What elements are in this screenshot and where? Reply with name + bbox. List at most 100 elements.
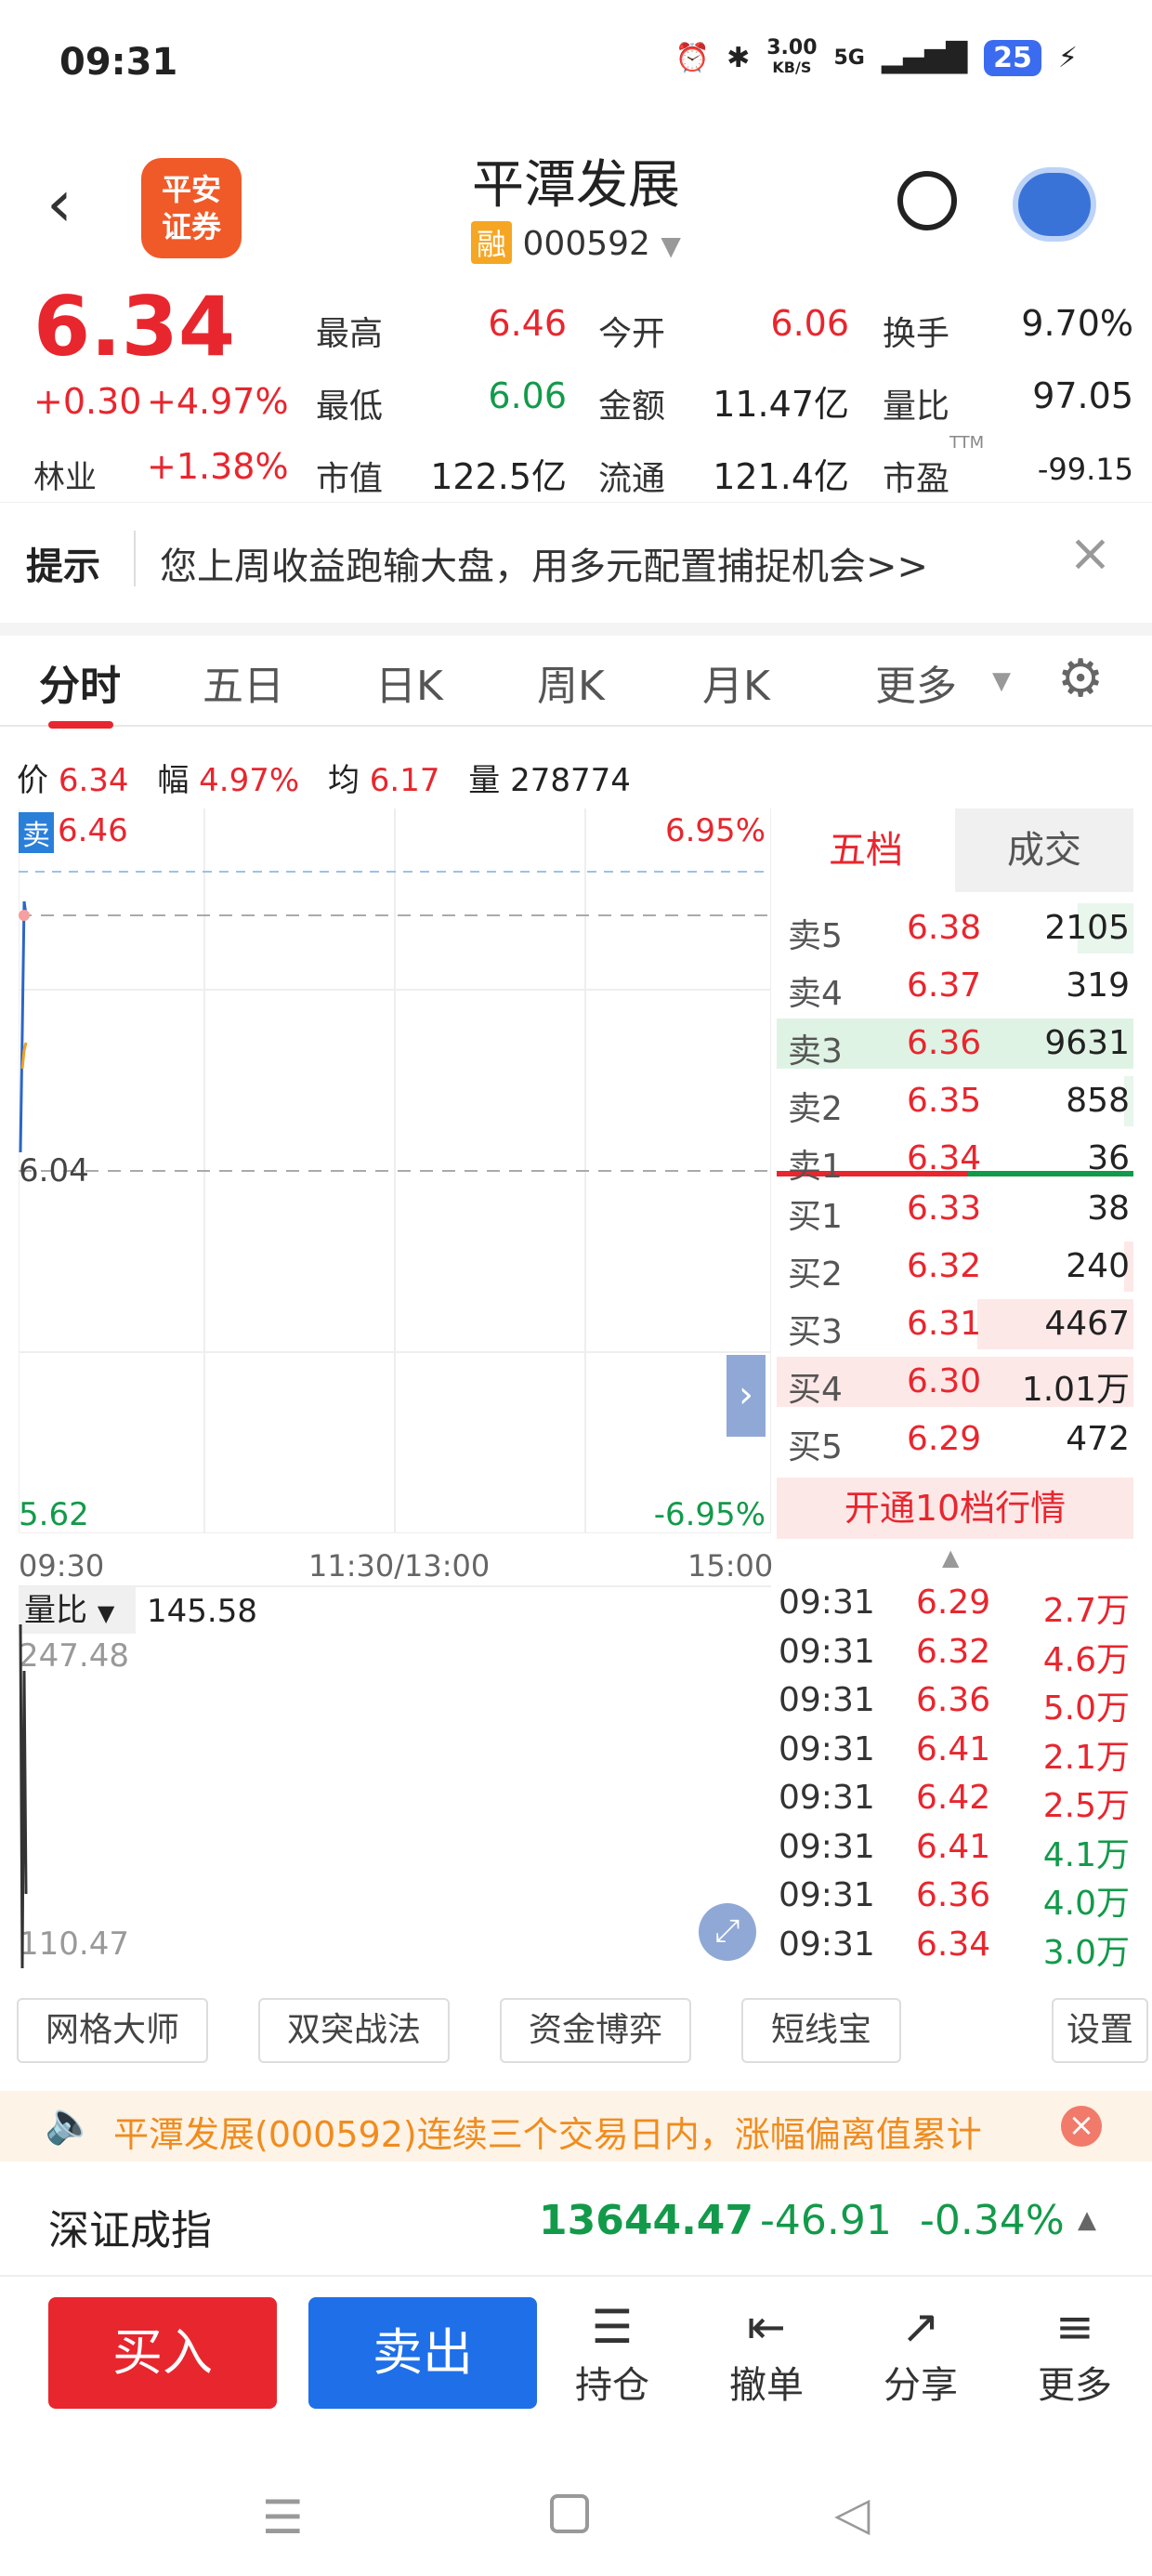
signal-icon: ▂▄▆█: [881, 42, 968, 74]
high-value: 6.46: [488, 303, 567, 344]
back-icon[interactable]: ‹: [46, 165, 72, 242]
ask-price: 6.34: [907, 1139, 982, 1177]
pe-ttm-label: TTM: [949, 433, 985, 453]
broker-logo[interactable]: 平安 证券: [141, 158, 242, 258]
trade-row: 09:31 6.29 2.7万: [777, 1580, 1133, 1630]
battery-icon: 25: [984, 40, 1041, 76]
share-label: 分享: [884, 2364, 958, 2407]
chart-prev-close: 6.04: [19, 1152, 89, 1189]
trade-row: 09:31 6.34 3.0万: [777, 1922, 1133, 1972]
margin-badge: 融: [471, 221, 513, 264]
bid-label: 买5: [788, 1428, 843, 1466]
ask-volume-bar: [1124, 1076, 1133, 1126]
tab-five-day[interactable]: 五日: [203, 663, 284, 710]
trade-row: 09:31 6.36 5.0万: [777, 1677, 1133, 1728]
volume-ratio-chart[interactable]: 量比 ▼ 145.58 247.48 110.47 ⤢: [19, 1585, 771, 1976]
sector-label[interactable]: 林业: [33, 459, 97, 496]
tab-more[interactable]: 更多: [875, 663, 957, 710]
expand-panel-icon[interactable]: ›: [727, 1355, 766, 1437]
status-bar: 09:31 ⏰ ✱ 3.00 KB/S 5G ▂▄▆█ 25 ⚡: [0, 0, 1152, 130]
cancel-order-icon: ⇤: [747, 2300, 786, 2354]
tool-short-line[interactable]: 短线宝: [741, 1998, 901, 2063]
gear-icon[interactable]: ⚙: [1057, 649, 1105, 709]
cancel-order-button[interactable]: ⇤ 撤单: [715, 2299, 818, 2409]
trade-volume: 4.1万: [1042, 1835, 1130, 1874]
buy-button[interactable]: 买入: [48, 2297, 277, 2409]
trade-volume: 2.7万: [1042, 1592, 1130, 1630]
ask-row[interactable]: 卖3 6.36 9631: [777, 1015, 1133, 1072]
bid-row[interactable]: 买4 6.30 1.01万: [777, 1353, 1133, 1411]
bid-row[interactable]: 买5 6.29 472: [777, 1411, 1133, 1468]
tip-text[interactable]: 您上周收益跑输大盘，用多元配置捕捉机会>>: [160, 545, 929, 588]
signal-type: 5G: [833, 46, 865, 70]
bid-row[interactable]: 买1 6.33 38: [777, 1180, 1133, 1238]
tool-settings[interactable]: 设置: [1052, 1998, 1148, 2063]
home-nav-icon[interactable]: [550, 2494, 589, 2533]
bid-price: 6.32: [907, 1247, 982, 1285]
ask-row[interactable]: 卖4 6.37 319: [777, 957, 1133, 1015]
avg-price-line: [20, 1042, 28, 1070]
indicator-name: 量比: [24, 1592, 87, 1629]
back-nav-icon[interactable]: ◁: [834, 2487, 871, 2541]
tab-five-level[interactable]: 五档: [829, 829, 903, 872]
speaker-icon: 🔈: [45, 2099, 96, 2147]
bid-row[interactable]: 买3 6.31 4467: [777, 1295, 1133, 1353]
stock-code-selector[interactable]: 融 000592 ▼: [0, 221, 1152, 264]
tab-intraday[interactable]: 分时: [39, 663, 121, 710]
trade-time: 09:31: [779, 1779, 875, 1817]
bid-volume-bar: [1124, 1242, 1133, 1292]
expand-up-icon[interactable]: ▲: [1078, 2206, 1096, 2234]
share-icon: ↗: [901, 2300, 940, 2354]
risk-notice[interactable]: 🔈 平潭发展(000592)连续三个交易日内，涨幅偏离值累计 ×: [0, 2091, 1152, 2162]
holdings-button[interactable]: ☰ 持仓: [561, 2299, 663, 2409]
index-change: -46.91: [760, 2197, 892, 2244]
ask-price: 6.36: [907, 1024, 982, 1062]
sell-button[interactable]: 卖出: [308, 2297, 537, 2409]
tab-daily-k[interactable]: 日K: [375, 663, 443, 710]
indicator-value: 145.58: [147, 1593, 257, 1630]
ask-label: 卖4: [788, 975, 843, 1013]
upgrade-button[interactable]: 开通10档行情: [777, 1478, 1133, 1539]
robot-assistant-icon[interactable]: [1013, 167, 1096, 242]
share-button[interactable]: ↗ 分享: [870, 2299, 972, 2409]
search-icon[interactable]: [897, 171, 957, 230]
notice-close-icon[interactable]: ×: [1061, 2106, 1102, 2147]
bid-volume: 38: [1087, 1189, 1130, 1228]
bid-label: 买4: [788, 1371, 843, 1409]
more-button[interactable]: ≡ 更多: [1024, 2299, 1126, 2409]
chevron-down-icon: ▼: [661, 230, 681, 261]
tool-double-breakout[interactable]: 双突战法: [258, 1998, 450, 2063]
trade-time: 09:31: [779, 1925, 875, 1964]
ask-bar: [777, 1171, 968, 1176]
index-value: 13644.47: [539, 2197, 754, 2244]
tab-weekly-k[interactable]: 周K: [537, 663, 605, 710]
close-icon[interactable]: ×: [1068, 523, 1112, 584]
trade-time: 09:31: [779, 1632, 875, 1671]
bottom-toolbar: 买入 卖出 ☰ 持仓 ⇤ 撤单 ↗ 分享 ≡ 更多: [0, 2277, 1152, 2463]
intraday-chart[interactable]: 卖 6.46 6.95% 6.04 5.62 -6.95% ›: [18, 808, 772, 1534]
vol-ratio-value: 97.05: [1032, 375, 1133, 416]
sell-marker[interactable]: 卖: [19, 812, 54, 853]
tool-capital-game[interactable]: 资金博弈: [500, 1998, 691, 2063]
price-change: +0.30: [33, 381, 142, 422]
fullscreen-icon[interactable]: ⤢: [699, 1903, 756, 1961]
bid-row[interactable]: 买2 6.32 240: [777, 1238, 1133, 1295]
tab-trades[interactable]: 成交: [955, 808, 1133, 892]
tab-monthly-k[interactable]: 月K: [702, 663, 770, 710]
collapse-icon[interactable]: ▲: [942, 1544, 960, 1571]
chart-info-bar: 价 6.34 幅 4.97% 均 6.17 量 278774: [17, 755, 631, 800]
time-end: 15:00: [687, 1548, 774, 1584]
tool-grid-master[interactable]: 网格大师: [17, 1998, 208, 2063]
ask-row[interactable]: 卖1 6.34 36: [777, 1130, 1133, 1188]
net-speed: 3.00 KB/S: [766, 38, 817, 77]
indicator-selector[interactable]: 量比 ▼: [19, 1587, 136, 1634]
time-start: 09:30: [19, 1548, 105, 1584]
ask-label: 卖3: [788, 1032, 843, 1071]
ask-row[interactable]: 卖2 6.35 858: [777, 1072, 1133, 1130]
tip-bar[interactable]: 提示 您上周收益跑输大盘，用多元配置捕捉机会>> ×: [0, 502, 1152, 613]
more-label: 更多: [1038, 2364, 1112, 2407]
trade-price: 6.36: [916, 1876, 991, 1914]
index-bar[interactable]: 深证成指 13644.47 -46.91 -0.34% ▲: [0, 2162, 1152, 2277]
menu-nav-icon[interactable]: ☰: [262, 2491, 304, 2544]
ask-row[interactable]: 卖5 6.38 2105: [777, 900, 1133, 957]
